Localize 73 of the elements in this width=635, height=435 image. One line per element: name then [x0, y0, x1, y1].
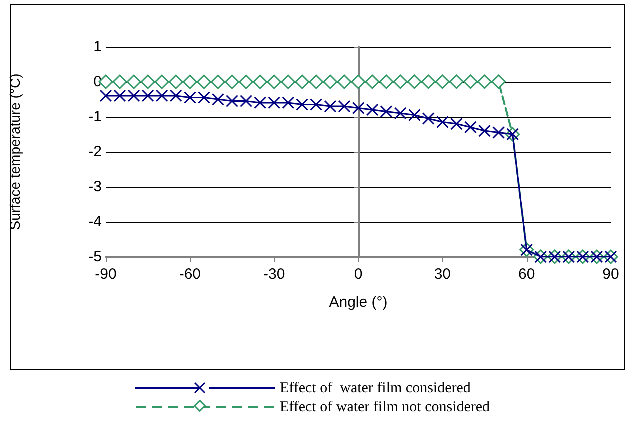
point	[380, 106, 393, 118]
legend-label: Effect of water film considered	[280, 380, 472, 396]
point	[282, 96, 295, 110]
point	[365, 74, 380, 90]
point	[478, 124, 491, 138]
point	[112, 74, 128, 90]
point	[393, 74, 408, 90]
y-tick-label: -3	[88, 178, 102, 196]
point	[253, 74, 268, 90]
point	[338, 100, 351, 113]
x-tick-label: 60	[518, 266, 536, 283]
y-tick-label: -1	[88, 108, 102, 126]
point	[240, 95, 253, 108]
point	[436, 116, 449, 128]
x-tick-label: 0	[354, 266, 363, 283]
point	[309, 74, 324, 90]
point	[408, 109, 421, 122]
point	[126, 74, 142, 90]
point	[225, 74, 240, 90]
x-tick-label: -90	[95, 266, 117, 283]
point	[435, 74, 450, 90]
x-tick-label: -60	[179, 266, 202, 283]
point	[168, 74, 184, 90]
point	[337, 74, 352, 90]
y-tick-label: -2	[88, 144, 102, 160]
point	[140, 74, 156, 90]
point	[323, 74, 338, 90]
point	[407, 74, 422, 90]
point	[281, 74, 296, 90]
point	[478, 74, 492, 90]
point	[114, 90, 126, 102]
point	[268, 96, 281, 110]
point	[296, 98, 309, 111]
point	[210, 74, 226, 90]
point	[295, 74, 310, 90]
point	[184, 92, 196, 104]
y-tick-label: 1	[94, 38, 102, 56]
point	[351, 74, 366, 90]
point	[196, 74, 212, 90]
point	[198, 92, 210, 104]
point	[226, 95, 238, 108]
y-tick-label: -4	[88, 214, 102, 230]
point	[450, 118, 463, 130]
point	[352, 102, 365, 114]
x-tick-label: -30	[263, 266, 286, 283]
point	[310, 98, 323, 111]
point	[492, 74, 506, 90]
point	[449, 74, 464, 90]
point	[463, 74, 478, 90]
point	[422, 112, 435, 125]
point	[239, 74, 254, 90]
point	[182, 74, 198, 90]
point	[154, 74, 170, 90]
point	[128, 90, 140, 102]
legend-label: Effect of water film not considered	[280, 400, 491, 416]
y-tick-label: -5	[88, 248, 102, 266]
point	[421, 74, 436, 90]
x-tick-label: 90	[602, 266, 620, 283]
point	[267, 74, 282, 90]
point	[170, 90, 182, 102]
point	[324, 100, 337, 113]
point	[464, 121, 477, 134]
point	[100, 90, 112, 102]
x-axis-title: Angle (°)	[329, 294, 388, 311]
point	[492, 126, 506, 139]
point	[254, 96, 267, 110]
point	[156, 90, 168, 102]
point	[366, 104, 379, 116]
point	[142, 90, 154, 102]
x-tick-label: 30	[434, 266, 452, 283]
point	[212, 93, 224, 106]
point	[394, 107, 407, 120]
point	[379, 74, 394, 90]
